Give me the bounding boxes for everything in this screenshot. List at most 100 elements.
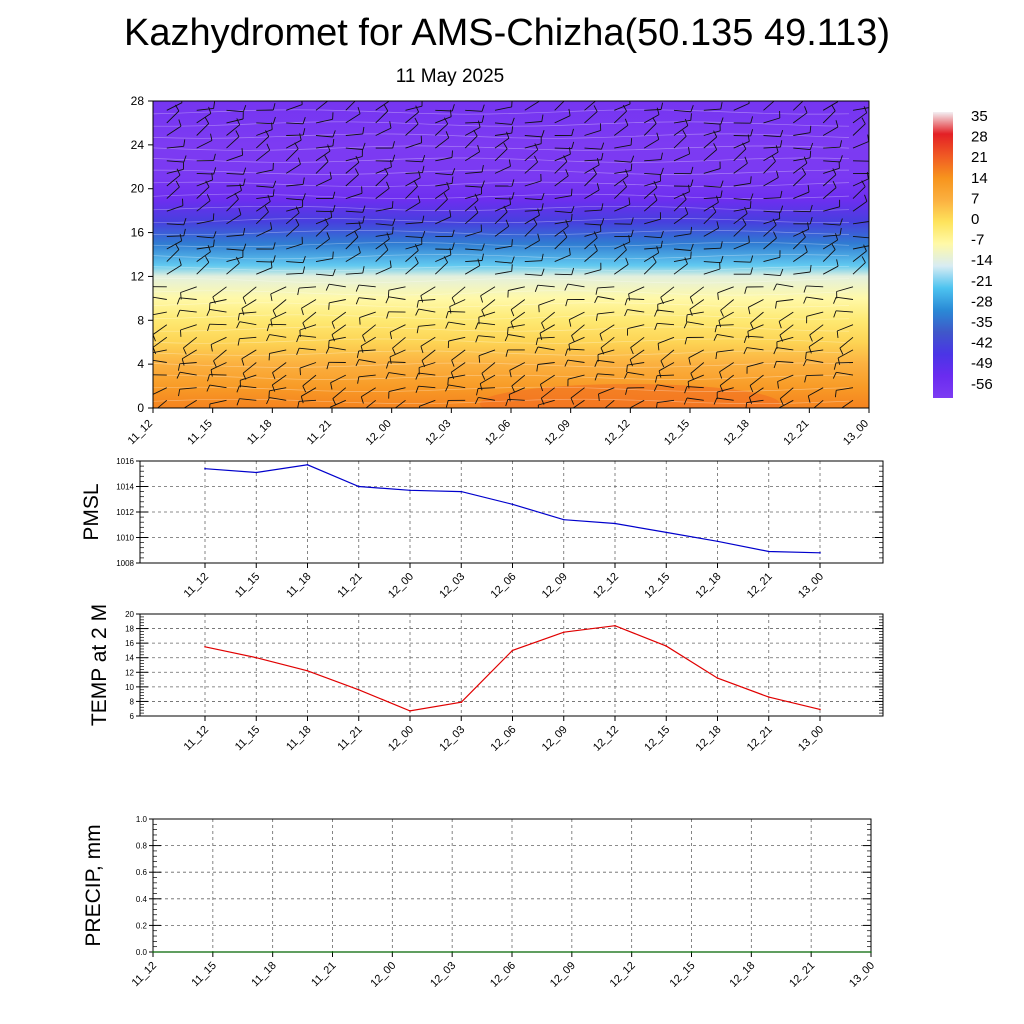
y-tick-label: 0.0 <box>136 948 148 957</box>
wind-barb <box>405 195 421 212</box>
barb-feather <box>360 345 364 353</box>
barb-staff <box>554 225 569 237</box>
wind-barb <box>286 236 303 250</box>
barb-staff <box>419 399 436 407</box>
wind-barb <box>478 349 496 363</box>
barb-feather <box>809 142 814 150</box>
wind-barb <box>584 105 598 124</box>
wind-barb <box>405 154 426 163</box>
wind-barb <box>541 311 555 330</box>
wind-barb <box>683 397 704 405</box>
barb-staff <box>181 349 197 360</box>
wind-barb <box>226 207 242 225</box>
barb-staff <box>776 299 794 302</box>
y-tick-label: 1016 <box>116 457 134 466</box>
wind-barb <box>614 138 633 149</box>
wind-barb <box>357 374 376 384</box>
barb-feather <box>414 256 419 264</box>
barb-staff <box>465 185 483 188</box>
barb-staff <box>644 247 662 250</box>
barb-staff <box>418 324 436 327</box>
barb-staff <box>852 201 868 212</box>
wind-barb <box>793 245 808 262</box>
barb-staff <box>153 336 168 348</box>
barb-feather <box>206 384 211 392</box>
wind-barb <box>389 324 406 340</box>
wind-barb <box>852 245 869 250</box>
barb-feather <box>773 283 778 291</box>
series-point <box>306 670 309 672</box>
wind-barb <box>852 107 869 111</box>
x-tick-label: 13_00 <box>796 571 826 601</box>
barb-feather <box>362 266 365 274</box>
wind-barb <box>625 387 645 395</box>
wind-barb <box>524 218 538 237</box>
barb-staff <box>822 239 838 250</box>
barb-staff <box>166 205 184 212</box>
y-tick-label: 12 <box>131 269 145 283</box>
wind-barb <box>226 228 246 237</box>
barb-feather <box>206 309 211 316</box>
barb-feather <box>481 165 484 173</box>
barb-feather <box>720 180 724 188</box>
wind-barb <box>256 255 276 263</box>
barb-feather <box>357 376 360 384</box>
barb-staff <box>477 387 496 389</box>
barb-staff <box>478 322 496 326</box>
y-tick-label: 1012 <box>116 508 134 517</box>
barb-staff <box>763 151 779 162</box>
barb-staff <box>494 106 512 111</box>
barb-staff <box>286 122 304 125</box>
barb-staff <box>481 362 496 374</box>
barb-staff <box>746 347 764 351</box>
barb-feather <box>839 347 844 355</box>
barb-staff <box>808 387 824 397</box>
wind-barb <box>213 349 227 368</box>
wind-barb <box>524 253 544 263</box>
barb-feather <box>571 335 575 343</box>
wind-barb <box>703 161 721 174</box>
barb-staff <box>584 189 600 199</box>
barb-staff <box>703 227 719 237</box>
barb-feather <box>147 360 150 366</box>
barb-staff <box>345 272 363 275</box>
wind-barb <box>733 176 752 187</box>
barb-staff <box>598 387 615 395</box>
wind-barb <box>434 192 448 212</box>
x-tick-label: 11_12 <box>182 571 212 601</box>
barb-staff <box>421 349 436 361</box>
barb-staff <box>226 248 244 251</box>
series-point <box>716 540 719 543</box>
barb-feather <box>241 308 245 316</box>
wind-barb <box>813 399 824 408</box>
y-tick-label: 0.2 <box>136 921 148 930</box>
wind-barb <box>745 399 764 408</box>
barb-feather <box>481 309 486 317</box>
x-tick-label: 12_06 <box>489 724 519 754</box>
barb-feather <box>392 226 394 234</box>
barb-staff <box>571 324 585 336</box>
series-point <box>511 503 514 506</box>
series-point <box>630 951 633 953</box>
wind-barb <box>822 120 839 136</box>
wind-barb <box>445 399 466 408</box>
barb-feather <box>773 93 776 99</box>
barb-feather <box>803 285 807 293</box>
wind-barb <box>332 387 347 406</box>
wind-barb <box>598 387 615 401</box>
wind-barb <box>720 299 734 317</box>
barb-feather <box>861 256 866 263</box>
barb-feather <box>626 365 628 373</box>
colorbar-label: 28 <box>971 129 988 146</box>
barb-feather <box>446 181 450 189</box>
barb-staff <box>703 185 721 188</box>
wind-barb <box>657 336 675 351</box>
barb-staff <box>569 311 585 321</box>
barb-feather <box>479 383 483 391</box>
barb-staff <box>360 336 376 347</box>
barb-staff <box>494 261 512 264</box>
x-tick-label: 12_03 <box>428 960 458 990</box>
wind-barb <box>554 213 573 225</box>
wind-barb <box>703 143 718 162</box>
series-point <box>511 951 513 953</box>
